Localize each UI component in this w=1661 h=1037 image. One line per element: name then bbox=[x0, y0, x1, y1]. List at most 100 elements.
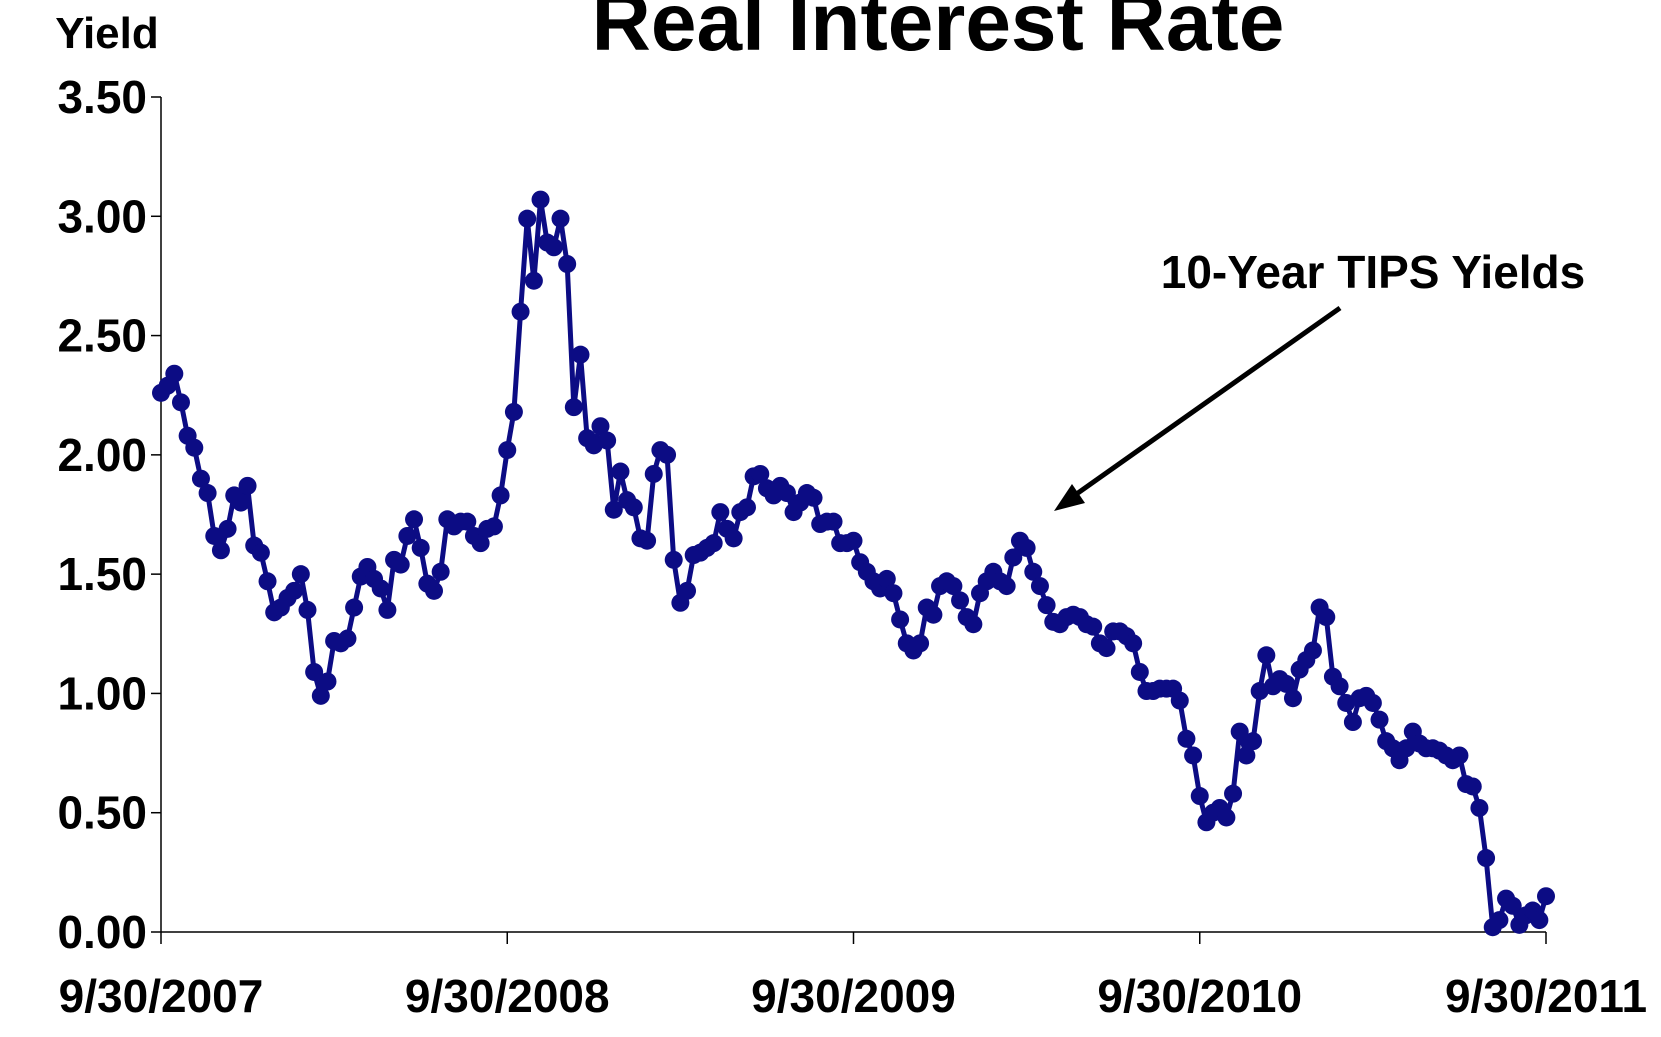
data-point bbox=[704, 534, 723, 553]
data-point bbox=[664, 550, 683, 569]
data-point bbox=[524, 271, 543, 290]
data-point bbox=[298, 600, 317, 619]
data-point bbox=[711, 503, 730, 522]
data-point bbox=[231, 493, 250, 512]
data-point bbox=[1503, 896, 1522, 915]
data-point bbox=[205, 526, 224, 545]
data-point bbox=[191, 469, 210, 488]
data-point bbox=[1177, 729, 1196, 748]
data-point bbox=[1470, 798, 1489, 817]
x-tick-label: 9/30/2010 bbox=[1097, 970, 1302, 1022]
annotation-arrow bbox=[1066, 305, 1342, 503]
y-tick-label: 2.00 bbox=[57, 429, 147, 481]
data-point bbox=[471, 534, 490, 553]
data-point bbox=[624, 498, 643, 517]
data-point bbox=[1217, 808, 1236, 827]
y-tick-label: 3.50 bbox=[57, 71, 147, 123]
data-point bbox=[1370, 710, 1389, 729]
data-point bbox=[1237, 746, 1256, 765]
data-point bbox=[997, 577, 1016, 596]
data-point bbox=[877, 569, 896, 588]
data-point bbox=[924, 605, 943, 624]
data-point bbox=[804, 488, 823, 507]
data-point bbox=[658, 445, 677, 464]
data-point bbox=[1017, 538, 1036, 557]
data-point bbox=[1037, 596, 1056, 615]
data-point bbox=[391, 555, 410, 574]
data-point bbox=[737, 498, 756, 517]
data-point bbox=[598, 431, 617, 450]
data-point bbox=[1317, 608, 1336, 627]
data-point bbox=[891, 610, 910, 629]
x-tick-label: 9/30/2011 bbox=[1445, 970, 1647, 1022]
data-point bbox=[564, 398, 583, 417]
data-point bbox=[1363, 693, 1382, 712]
data-point bbox=[1030, 577, 1049, 596]
data-point bbox=[311, 686, 330, 705]
data-point bbox=[571, 345, 590, 364]
data-point bbox=[844, 531, 863, 550]
x-tick-label: 9/30/2007 bbox=[59, 970, 264, 1022]
data-point bbox=[551, 209, 570, 228]
data-point bbox=[604, 500, 623, 519]
data-point bbox=[1170, 691, 1189, 710]
data-point bbox=[378, 600, 397, 619]
data-point bbox=[211, 541, 230, 560]
data-point bbox=[1004, 548, 1023, 567]
data-point bbox=[305, 662, 324, 681]
annotation: 10-Year TIPS Yields bbox=[1161, 246, 1585, 298]
data-point bbox=[518, 209, 537, 228]
data-point bbox=[611, 462, 630, 481]
data-point bbox=[484, 517, 503, 536]
y-tick-label: 3.00 bbox=[57, 190, 147, 242]
y-tick-label: 2.50 bbox=[57, 310, 147, 362]
data-point bbox=[165, 364, 184, 383]
data-point bbox=[1097, 639, 1116, 658]
data-point bbox=[1130, 662, 1149, 681]
data-point bbox=[531, 190, 550, 209]
data-point bbox=[1283, 689, 1302, 708]
arrow-head bbox=[1054, 484, 1085, 511]
data-point bbox=[678, 581, 697, 600]
data-point bbox=[1084, 617, 1103, 636]
data-point bbox=[1190, 787, 1209, 806]
data-point bbox=[198, 484, 217, 503]
data-point bbox=[951, 591, 970, 610]
data-point bbox=[291, 565, 310, 584]
data-point bbox=[1463, 777, 1482, 796]
data-point bbox=[591, 417, 610, 436]
data-point bbox=[338, 629, 357, 648]
data-point bbox=[238, 476, 257, 495]
data-point bbox=[498, 441, 517, 460]
data-point bbox=[1024, 562, 1043, 581]
data-point bbox=[371, 579, 390, 598]
data-point bbox=[411, 538, 430, 557]
data-point bbox=[1537, 887, 1555, 906]
data-point bbox=[751, 464, 770, 483]
data-point bbox=[285, 581, 304, 600]
data-point bbox=[405, 510, 424, 529]
y-axis-label: Yield bbox=[55, 9, 159, 58]
data-point bbox=[1530, 911, 1549, 930]
data-point bbox=[1244, 732, 1263, 751]
data-point bbox=[185, 438, 204, 457]
data-point bbox=[318, 672, 337, 691]
data-point bbox=[511, 302, 530, 321]
data-point bbox=[504, 402, 523, 421]
data-point bbox=[944, 577, 963, 596]
x-tick-label: 9/30/2008 bbox=[405, 970, 610, 1022]
y-tick-label: 0.50 bbox=[57, 787, 147, 839]
data-point bbox=[425, 581, 444, 600]
data-point bbox=[1230, 722, 1249, 741]
data-point bbox=[1477, 849, 1496, 868]
data-point bbox=[491, 486, 510, 505]
data-point bbox=[638, 531, 657, 550]
y-tick-label: 1.00 bbox=[57, 667, 147, 719]
data-point bbox=[1184, 746, 1203, 765]
data-point bbox=[458, 512, 477, 531]
data-point bbox=[1303, 641, 1322, 660]
data-point bbox=[1450, 746, 1469, 765]
data-point bbox=[431, 562, 450, 581]
data-point bbox=[1124, 634, 1143, 653]
